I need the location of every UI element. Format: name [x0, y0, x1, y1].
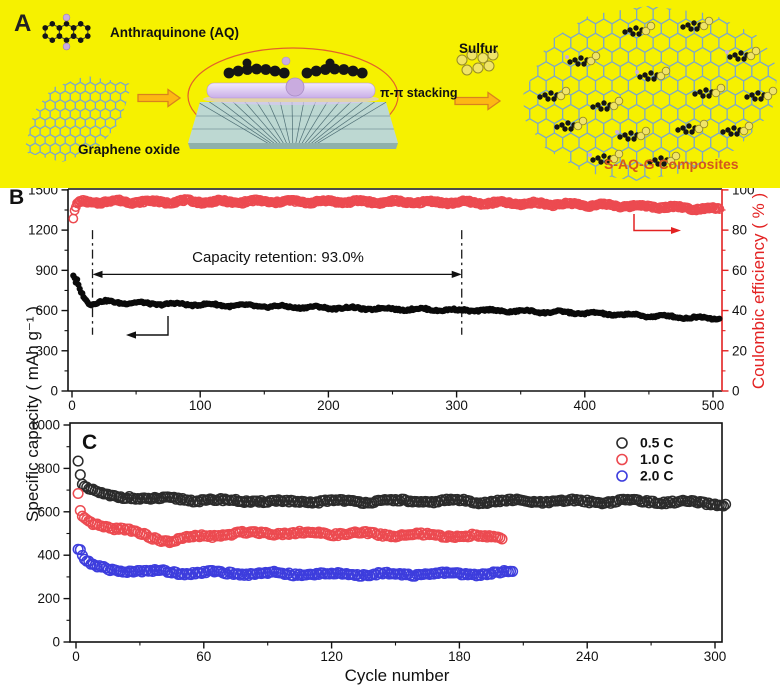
tick-label: 600	[37, 504, 60, 519]
legend-label-0.5C: 0.5 C	[640, 435, 673, 451]
tick-label: 300	[35, 343, 58, 358]
tick-label: 900	[35, 263, 58, 278]
panel-a-label: A	[14, 10, 31, 37]
charts-decoration: 0 100 200 300 400 500030060090012001500020406…	[28, 188, 755, 664]
panel-a-canvas: A Anthraquinone (AQ) Graphene oxide π-π …	[14, 6, 778, 181]
composite-clusters	[537, 16, 778, 167]
series-specific-capacity	[70, 272, 723, 323]
charts-canvas: 0 100 200 300 400 500030060090012001500020406…	[9, 188, 768, 685]
tick-label: 180	[448, 649, 471, 664]
tick-label: 400	[37, 548, 60, 563]
series-0-5-c	[72, 455, 732, 512]
x-axis-label: Cycle number	[345, 666, 450, 685]
tick-label: 0	[68, 398, 76, 413]
series-1-0-c	[72, 487, 508, 549]
pi-stacking-label: π-π stacking	[380, 86, 458, 100]
legend-marker-2.0C	[616, 470, 628, 482]
tick-label: 1000	[30, 418, 60, 433]
tick-label: 300	[704, 649, 727, 664]
sulfur-cluster-icon	[456, 49, 499, 76]
tick-label: 60	[732, 263, 747, 278]
y-axis-label-left: Specific capacity ( mAh g⁻¹ )	[23, 306, 42, 522]
graphene-oxide-sheet	[24, 76, 132, 162]
tick-label: 100	[189, 398, 212, 413]
panel-b-frame	[67, 188, 722, 392]
tick-label: 500	[702, 398, 725, 413]
tick-label: 800	[37, 461, 60, 476]
series-coulombic-efficiency	[68, 194, 725, 224]
retention-annotation: Capacity retention: 93.0%	[192, 249, 364, 266]
composites-label: S-AQ-G Composites	[604, 156, 739, 172]
tick-label: 80	[732, 223, 747, 238]
graphene-oxide-label: Graphene oxide	[78, 142, 181, 157]
left-axis-pointer-arrow	[130, 316, 169, 336]
tick-label: 120	[320, 649, 343, 664]
panel-a-schematic: A Anthraquinone (AQ) Graphene oxide π-π …	[0, 0, 780, 188]
tick-label: 200	[317, 398, 340, 413]
tick-label: 100	[732, 188, 755, 197]
tick-label: 400	[574, 398, 597, 413]
tick-label: 600	[35, 303, 58, 318]
legend-marker-0.5C	[616, 437, 628, 449]
graphene-platform	[190, 102, 398, 143]
stacked-aq-molecules	[223, 56, 368, 97]
sulfur-label: Sulfur	[459, 41, 499, 56]
y-axis-label-right: Coulombic efficiency ( % )	[749, 193, 768, 389]
tick-label: 240	[576, 649, 599, 664]
legend-label-2.0C: 2.0 C	[640, 468, 673, 484]
tick-label: 40	[732, 303, 747, 318]
right-axis-pointer-arrow	[633, 214, 677, 232]
tick-label: 1200	[28, 223, 58, 238]
tick-label: 60	[196, 649, 211, 664]
legend: 0.5 C 1.0 C 2.0 C	[616, 435, 673, 484]
series-2-0-c	[72, 543, 519, 582]
tick-label: 300	[445, 398, 468, 413]
panel-b-label: B	[9, 188, 24, 209]
tick-label: 0	[732, 384, 740, 399]
tick-label: 0	[72, 649, 80, 664]
aq-molecule-icon	[42, 13, 91, 51]
legend-label-1.0C: 1.0 C	[640, 451, 673, 467]
tick-label: 0	[50, 384, 58, 399]
tick-label: 1500	[28, 188, 58, 197]
legend-marker-1.0C	[616, 453, 628, 466]
panel-c-label: C	[82, 431, 97, 454]
tick-label: 0	[52, 635, 60, 650]
tick-label: 20	[732, 343, 747, 358]
anthraquinone-label: Anthraquinone (AQ)	[110, 25, 239, 40]
tick-label: 200	[37, 591, 60, 606]
